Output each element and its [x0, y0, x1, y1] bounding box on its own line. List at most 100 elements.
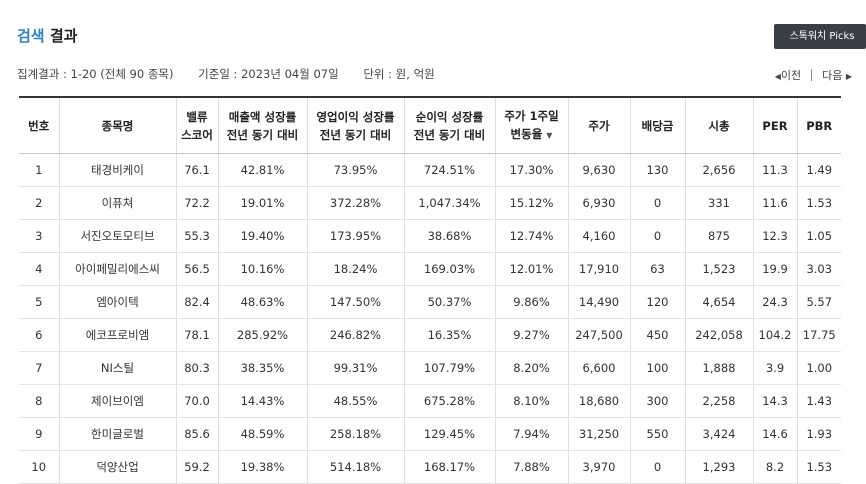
- col-revenue-growth-cell: 48.59%: [217, 417, 307, 451]
- col-stock-name-cell[interactable]: 서진오토모티브: [58, 219, 176, 253]
- stock-results-table: 번호 종목명 밸류 스코어 매출액 성장률 전년 동기 대비 영업이익 성장률 전년 동기 대…: [19, 96, 841, 484]
- col-dividend-cell: 550: [629, 417, 685, 451]
- col-net-profit-growth-cell: 38.68%: [403, 219, 495, 253]
- col-stock-name-cell[interactable]: 한미글로벌: [58, 417, 176, 451]
- table-row[interactable]: 7 NI스틸 80.3 38.35% 99.31% 107.79% 8.20% 6,600 10…: [19, 351, 841, 385]
- unit-label: 단위 : 원, 억원: [363, 67, 435, 81]
- col-per-cell: 8.2: [752, 450, 797, 484]
- col-operating-profit-growth-cell: 99.31%: [306, 351, 404, 385]
- col-value-score-cell: 55.3: [175, 219, 218, 253]
- prev-page-label: 이전: [780, 69, 802, 82]
- col-pbr-cell: 1.53: [796, 186, 841, 220]
- col-dividend-cell: 450: [629, 318, 685, 352]
- col-weekly-change-cell: 9.27%: [494, 318, 568, 352]
- col-per-cell: 11.3: [752, 153, 797, 187]
- table-row[interactable]: 10 덕양산업 59.2 19.38% 514.18% 168.17% 7.88% 3,970…: [19, 450, 841, 484]
- col-pbr-cell: 1.00: [796, 351, 841, 385]
- header-label: PER: [762, 118, 788, 133]
- col-price-cell: 247,500: [567, 318, 630, 352]
- col-pbr-cell: 1.05: [796, 219, 841, 253]
- col-weekly-change-cell: 9.86%: [494, 285, 568, 319]
- page-title-rest: 결과: [49, 27, 78, 45]
- col-stock-name-cell[interactable]: 제이브이엠: [58, 384, 176, 418]
- col-stock-name-cell[interactable]: 엠아이텍: [58, 285, 176, 319]
- col-number-cell: 9: [19, 417, 59, 451]
- col-revenue-growth-cell: 48.63%: [217, 285, 307, 319]
- table-row[interactable]: 9 한미글로벌 85.6 48.59% 258.18% 129.45% 7.94% 31,25…: [19, 417, 841, 451]
- page-title: 검색 결과: [17, 25, 77, 46]
- header-label: 순이익 성장률: [415, 109, 484, 124]
- next-page-label: 다음: [822, 69, 843, 82]
- table-row[interactable]: 4 아이페밀리에스씨 56.5 10.16% 18.24% 169.03% 12.01% 17…: [19, 252, 841, 286]
- col-net-profit-growth-cell: 1,047.34%: [403, 186, 495, 220]
- col-value-score-cell: 59.2: [175, 450, 218, 484]
- col-stock-name-cell[interactable]: NI스틸: [58, 351, 176, 385]
- col-weekly-change-header[interactable]: 주가 1주일 변동율 ▼: [494, 97, 568, 154]
- col-revenue-growth-header: 매출액 성장률 전년 동기 대비: [217, 97, 307, 154]
- table-row[interactable]: 3 서진오토모티브 55.3 19.40% 173.95% 38.68% 12.74% 4,1…: [19, 219, 841, 253]
- header-label: 밸류: [186, 109, 208, 124]
- header-label: 시총: [708, 118, 730, 133]
- col-number-cell: 7: [19, 351, 59, 385]
- col-revenue-growth-cell: 10.16%: [217, 252, 307, 286]
- table-row[interactable]: 8 제이브이엠 70.0 14.43% 48.55% 675.28% 8.10% 18,680…: [19, 384, 841, 418]
- stockwatch-picks-button[interactable]: 스톡워치 Picks: [774, 24, 866, 49]
- col-operating-profit-growth-cell: 48.55%: [306, 384, 404, 418]
- col-pbr-cell: 1.49: [796, 153, 841, 187]
- col-operating-profit-growth-cell: 372.28%: [306, 186, 404, 220]
- header-label: 번호: [28, 118, 50, 133]
- col-pbr-cell: 3.03: [796, 252, 841, 286]
- col-dividend-cell: 130: [629, 153, 685, 187]
- col-market-cap-cell: 1,293: [684, 450, 753, 484]
- col-per-cell: 19.9: [752, 252, 797, 286]
- col-dividend-cell: 63: [629, 252, 685, 286]
- col-number-cell: 3: [19, 219, 59, 253]
- table-row[interactable]: 6 에코프로비엠 78.1 285.92% 246.82% 16.35% 9.27% 247,…: [19, 318, 841, 352]
- col-market-cap-cell: 2,656: [684, 153, 753, 187]
- header-label: 종목명: [101, 118, 134, 133]
- col-value-score-cell: 82.4: [175, 285, 218, 319]
- col-net-profit-growth-cell: 129.45%: [403, 417, 495, 451]
- col-per-cell: 14.3: [752, 384, 797, 418]
- col-net-profit-growth-cell: 107.79%: [403, 351, 495, 385]
- col-pbr-header: PBR: [796, 97, 841, 154]
- col-operating-profit-growth-cell: 147.50%: [306, 285, 404, 319]
- header-label: 전년 동기 대비: [413, 127, 486, 142]
- col-stock-name-cell[interactable]: 에코프로비엠: [58, 318, 176, 352]
- next-page-link[interactable]: 다음 ▶: [822, 69, 852, 82]
- col-weekly-change-cell: 12.74%: [494, 219, 568, 253]
- col-stock-name-cell[interactable]: 태경비케이: [58, 153, 176, 187]
- prev-page-link[interactable]: ◀이전: [775, 69, 801, 82]
- result-info-bar: 집계결과 : 1-20 (전체 90 종목) 기준일 : 2023년 04월 0…: [17, 66, 456, 82]
- col-revenue-growth-cell: 14.43%: [217, 384, 307, 418]
- col-per-cell: 11.6: [752, 186, 797, 220]
- col-value-score-cell: 76.1: [175, 153, 218, 187]
- col-net-profit-growth-cell: 169.03%: [403, 252, 495, 286]
- col-operating-profit-growth-cell: 514.18%: [306, 450, 404, 484]
- col-revenue-growth-cell: 19.38%: [217, 450, 307, 484]
- col-pbr-cell: 17.75: [796, 318, 841, 352]
- col-per-header: PER: [752, 97, 797, 154]
- col-dividend-cell: 0: [629, 186, 685, 220]
- col-stock-name-cell[interactable]: 아이페밀리에스씨: [58, 252, 176, 286]
- col-operating-profit-growth-cell: 18.24%: [306, 252, 404, 286]
- header-label: 주가: [588, 118, 610, 133]
- header-label: 전년 동기 대비: [319, 127, 392, 142]
- col-value-score-cell: 70.0: [175, 384, 218, 418]
- col-stock-name-cell[interactable]: 이퓨쳐: [58, 186, 176, 220]
- col-price-cell: 4,160: [567, 219, 630, 253]
- col-price-cell: 3,970: [567, 450, 630, 484]
- sort-down-icon[interactable]: ▼: [546, 130, 553, 140]
- table-row[interactable]: 1 태경비케이 76.1 42.81% 73.95% 724.51% 17.30% 9,630…: [19, 153, 841, 187]
- table-header-row: 번호 종목명 밸류 스코어 매출액 성장률 전년 동기 대비 영업이익 성장률 전년 동기 대…: [19, 97, 841, 154]
- col-per-cell: 12.3: [752, 219, 797, 253]
- table-row[interactable]: 2 이퓨쳐 72.2 19.01% 372.28% 1,047.34% 15.12% 6,93…: [19, 186, 841, 220]
- col-pbr-cell: 1.53: [796, 450, 841, 484]
- col-number-cell: 5: [19, 285, 59, 319]
- header-label: 배당금: [641, 118, 674, 133]
- col-market-cap-cell: 2,258: [684, 384, 753, 418]
- col-stock-name-cell[interactable]: 덕양산업: [58, 450, 176, 484]
- table-row[interactable]: 5 엠아이텍 82.4 48.63% 147.50% 50.37% 9.86% 14,490 1…: [19, 285, 841, 319]
- col-number-cell: 10: [19, 450, 59, 484]
